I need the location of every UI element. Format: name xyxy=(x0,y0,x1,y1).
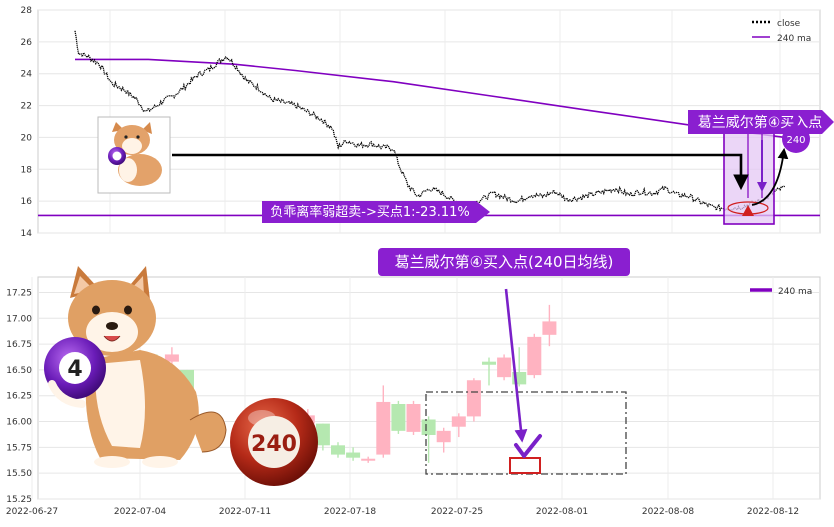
candle-18 xyxy=(451,413,466,438)
bottom-panel: 15.25 15.50 15.75 16.00 16.25 16.50 16.75 17.00… xyxy=(6,248,821,517)
top-y-tick-label: 16 xyxy=(21,197,33,207)
bottom-y-tick-label: 16.00 xyxy=(6,418,32,428)
candle-12 xyxy=(361,456,376,463)
bottom-x-tick-label: 2022-07-18 xyxy=(324,507,377,517)
top-y-tick-label: 24 xyxy=(21,70,33,80)
black-connector-arrow xyxy=(172,153,749,191)
buy4-ma-label: 葛兰威尔第④买入点(240日均线) xyxy=(378,248,630,276)
candle-body xyxy=(527,336,542,376)
candle-10 xyxy=(331,442,345,458)
deviation-label: 负乖离率弱超卖->买点1:-23.11% xyxy=(262,201,490,223)
purple-ball-number: 4 xyxy=(67,357,82,382)
candle-9 xyxy=(315,423,330,451)
bottom-y-tick-label: 16.50 xyxy=(6,366,32,376)
candle-body xyxy=(346,452,361,458)
bottom-y-tick-label: 16.25 xyxy=(6,392,32,402)
top-y-tick-label: 20 xyxy=(21,133,33,143)
dog-big-muzzle-icon xyxy=(86,312,138,352)
candle-15 xyxy=(406,400,421,435)
top-grid xyxy=(38,9,820,234)
ma240-circle-text: 240 xyxy=(786,135,805,146)
candle-body xyxy=(497,357,512,378)
bottom-x-tick-label: 2022-07-25 xyxy=(431,507,483,517)
candle-20 xyxy=(482,357,496,386)
candle-17 xyxy=(436,427,451,453)
bottom-y-tick-label: 15.50 xyxy=(6,469,32,479)
top-y-tick-label: 14 xyxy=(21,229,33,239)
top-y-tick-label: 18 xyxy=(21,165,33,175)
top-legend: close 240 ma xyxy=(752,19,811,44)
candle-13 xyxy=(376,385,391,458)
buy-point-triangle-icon xyxy=(742,205,754,216)
buy4-pointer-arrow xyxy=(504,288,528,443)
legend-bottom-ma-label: 240 ma xyxy=(778,287,812,297)
legend-close-label: close xyxy=(777,19,801,29)
candle-14 xyxy=(391,400,406,434)
buy4-label: 葛兰威尔第④买入点 xyxy=(688,110,834,134)
bottom-y-tick-label: 17.00 xyxy=(6,314,32,324)
buy4-ma-label-bg xyxy=(378,248,630,276)
candle-body xyxy=(406,404,421,432)
bottom-y-tick-label: 15.75 xyxy=(6,443,32,453)
candle-body xyxy=(331,445,345,455)
top-panel: 14 16 18 20 22 24 26 28 xyxy=(21,6,834,239)
ma240-circle-badge xyxy=(782,125,810,153)
deviation-label-text: 负乖离率弱超卖->买点1:-23.11% xyxy=(270,204,470,220)
candle-16 xyxy=(421,416,436,463)
candle-body xyxy=(391,404,406,431)
bottom-y-tick-label: 15.25 xyxy=(6,495,32,505)
top-y-tick-label: 22 xyxy=(21,102,32,112)
candle-body xyxy=(421,419,436,435)
bottom-x-tick-label: 2022-06-27 xyxy=(6,507,58,517)
dog-muzzle-icon xyxy=(122,138,142,154)
candle-body xyxy=(315,423,330,446)
curve-up-arrow xyxy=(751,147,789,206)
bottom-x-tick-label: 2022-07-11 xyxy=(219,507,271,517)
candle-body xyxy=(482,361,496,365)
candle-19 xyxy=(466,378,481,422)
candle-23 xyxy=(527,333,542,379)
candle-21 xyxy=(497,354,512,381)
candle-body xyxy=(164,354,179,362)
candle-body xyxy=(436,430,451,443)
check-mark-icon xyxy=(514,434,542,458)
bottom-x-tick-label: 2022-08-01 xyxy=(536,507,588,517)
bottom-x-tick-label: 2022-08-08 xyxy=(642,507,695,517)
top-y-ticks: 14 16 18 20 22 24 26 28 xyxy=(21,6,33,239)
candle-11 xyxy=(346,447,361,461)
dog-illustration: 4 240 xyxy=(44,266,318,486)
bottom-legend: 240 ma xyxy=(750,287,812,297)
candle-body xyxy=(361,458,376,461)
candle-body xyxy=(466,380,481,417)
top-y-tick-label: 26 xyxy=(21,38,33,48)
bottom-x-tick-label: 2022-07-04 xyxy=(114,507,167,517)
bottom-y-ticks: 15.25 15.50 15.75 16.00 16.25 16.50 16.75 17.00… xyxy=(6,288,32,505)
buy-candle-highlight xyxy=(509,457,541,474)
bottom-x-tick-label: 2022-08-12 xyxy=(747,507,799,517)
legend-ma-label: 240 ma xyxy=(777,34,811,44)
dog-ears-icon xyxy=(112,122,152,134)
candle-body xyxy=(451,416,466,427)
top-y-tick-label: 28 xyxy=(21,6,33,16)
series-close-line xyxy=(74,30,786,213)
red-ball-number: 240 xyxy=(251,432,297,457)
bottom-x-ticks: 2022-06-27 2022-07-04 2022-07-11 2022-07-18… xyxy=(6,507,799,517)
candle-body xyxy=(376,401,391,455)
candle-body xyxy=(542,321,557,335)
bottom-y-tick-label: 17.25 xyxy=(6,288,32,298)
candle-2 xyxy=(164,347,179,365)
bottom-y-tick-label: 16.75 xyxy=(6,340,32,350)
candle-24 xyxy=(542,304,557,347)
dog-thumbnail xyxy=(97,116,171,194)
dog-tail-icon xyxy=(189,411,227,453)
deviation-label-bg xyxy=(262,201,490,223)
buy4-ma-label-text: 葛兰威尔第④买入点(240日均线) xyxy=(395,253,614,271)
dog-nose-icon xyxy=(106,322,118,330)
